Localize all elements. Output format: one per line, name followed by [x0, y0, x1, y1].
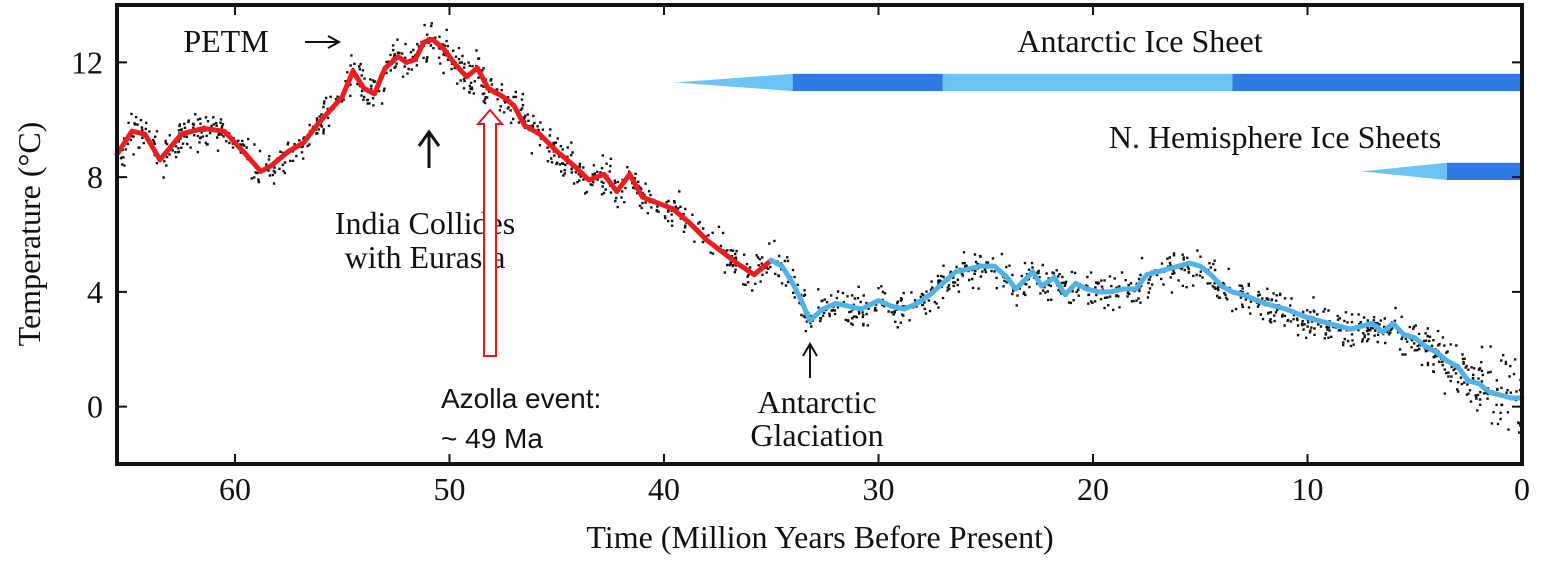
annotation-azolla-line-2: ~ 49 Ma: [441, 423, 543, 454]
x-tick-label: 20: [1077, 471, 1109, 507]
plot-frame: [115, 3, 1524, 466]
india-collision-arrow: [417, 129, 441, 168]
glaciation-arrow: [802, 342, 818, 378]
ice-bar-taper-0: [674, 73, 793, 92]
ice-bar-taper-1: [1361, 162, 1447, 180]
azolla-event-arrow: [475, 108, 505, 357]
x-tick-label: 60: [219, 471, 251, 507]
ice-bar-segment-0-2: [1232, 73, 1522, 92]
x-tick-label: 30: [862, 471, 894, 507]
x-tick-label: 40: [648, 471, 680, 507]
temperature-lines: [114, 36, 1525, 401]
temperature-line-0: [114, 36, 774, 278]
annotation-glaciation-line-1: Antarctic: [757, 384, 876, 420]
annotation-azolla-line-1: Azolla event:: [441, 383, 601, 414]
annotation-petm: PETM: [183, 23, 268, 59]
x-tick-label: 10: [1291, 471, 1323, 507]
y-tick-label: 12: [71, 44, 103, 80]
y-tick-label: 0: [87, 389, 103, 425]
ice-sheet-bars: [674, 73, 1522, 180]
petm-arrow: [305, 35, 342, 49]
ice-bar-segment-0-1: [942, 73, 1233, 92]
temperature-line-1: [768, 257, 1525, 401]
x-tick-label: 0: [1514, 471, 1530, 507]
y-tick-label: 4: [87, 274, 103, 310]
ice-bar-label-antarctic: Antarctic Ice Sheet: [1017, 23, 1262, 59]
x-tick-label: 50: [433, 471, 465, 507]
ice-bar-label-northern: N. Hemisphere Ice Sheets: [1109, 119, 1441, 155]
annotation-glaciation-line-2: Glaciation: [750, 417, 883, 453]
y-axis-label: Temperature (°C): [11, 122, 47, 347]
annotation-india-line-2: with Eurasia: [345, 239, 506, 275]
ice-bar-segment-0-0: [792, 73, 943, 92]
y-tick-label: 8: [87, 159, 103, 195]
x-axis-label: Time (Million Years Before Present): [586, 519, 1053, 555]
ice-bar-segment-1-0: [1446, 162, 1522, 180]
